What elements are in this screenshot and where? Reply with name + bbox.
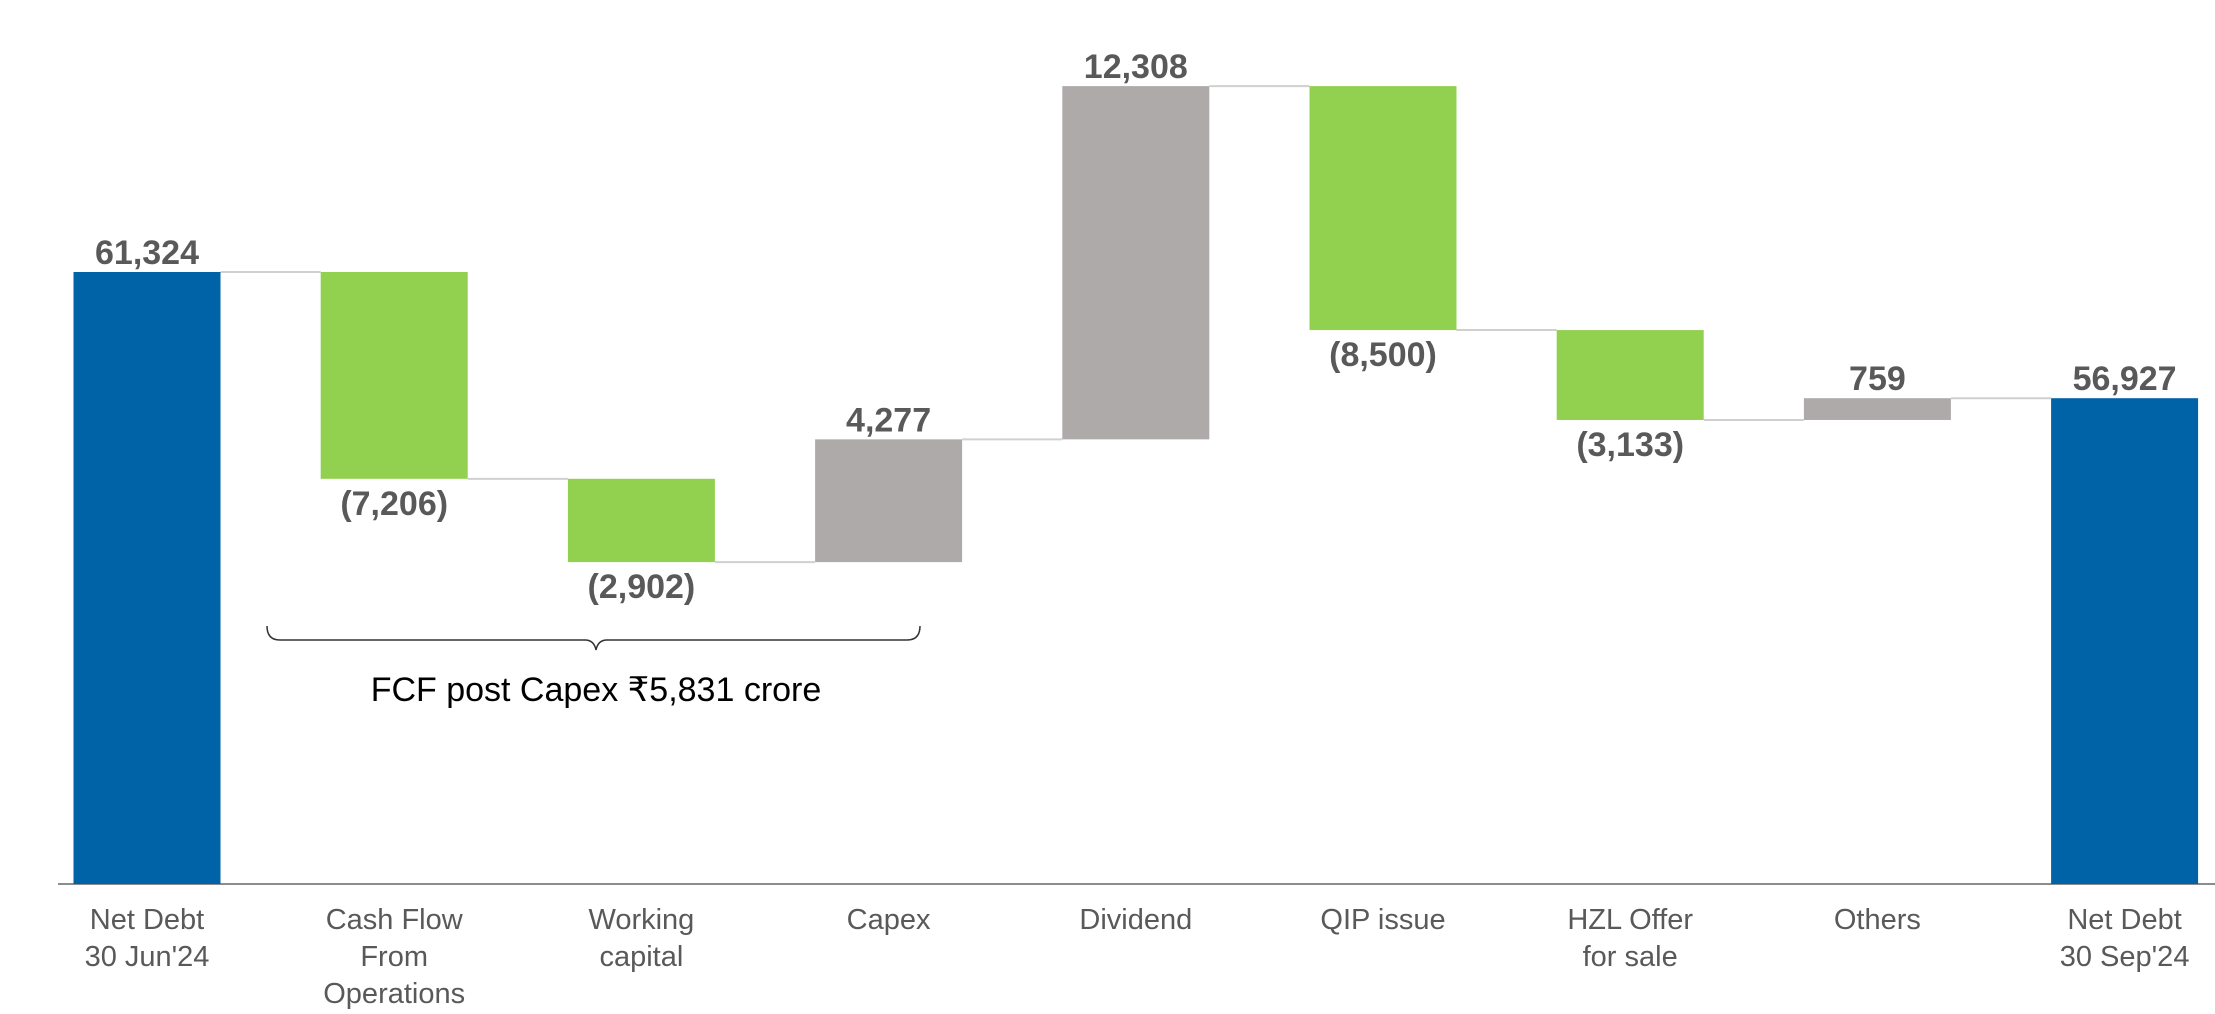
x-tick-label: Working capital	[588, 904, 695, 973]
bar	[320, 272, 468, 479]
bar	[73, 272, 221, 884]
bar	[1556, 330, 1704, 420]
x-tick-label: HZL Offer for sale	[1567, 904, 1694, 973]
bar	[815, 439, 963, 563]
bar	[2051, 398, 2199, 884]
value-label: (7,206)	[340, 485, 448, 523]
value-label: 56,927	[2073, 360, 2177, 398]
value-label: (3,133)	[1576, 426, 1684, 464]
value-label: (2,902)	[588, 568, 696, 606]
bar	[1803, 398, 1951, 420]
value-label: (8,500)	[1329, 336, 1437, 374]
x-tick-label: Net Debt 30 Jun'24	[84, 904, 210, 973]
x-tick-label: Others	[1833, 904, 1921, 936]
value-label: 61,324	[95, 234, 199, 272]
value-label: 759	[1849, 360, 1906, 398]
bar	[1062, 86, 1210, 440]
value-label: 4,277	[846, 401, 931, 439]
bar	[1309, 86, 1457, 331]
brace	[266, 625, 921, 651]
annotation: FCF post Capex ₹5,831 crore	[371, 671, 822, 709]
value-label: 12,308	[1084, 48, 1188, 86]
x-tick-label: Capex	[846, 904, 931, 936]
bar	[567, 478, 715, 563]
x-tick-label: Dividend	[1079, 904, 1193, 936]
x-tick-label: QIP issue	[1320, 904, 1446, 936]
x-tick-label: Cash Flow From Operations	[323, 904, 466, 1010]
x-tick-label: Net Debt 30 Sep'24	[2059, 904, 2190, 973]
